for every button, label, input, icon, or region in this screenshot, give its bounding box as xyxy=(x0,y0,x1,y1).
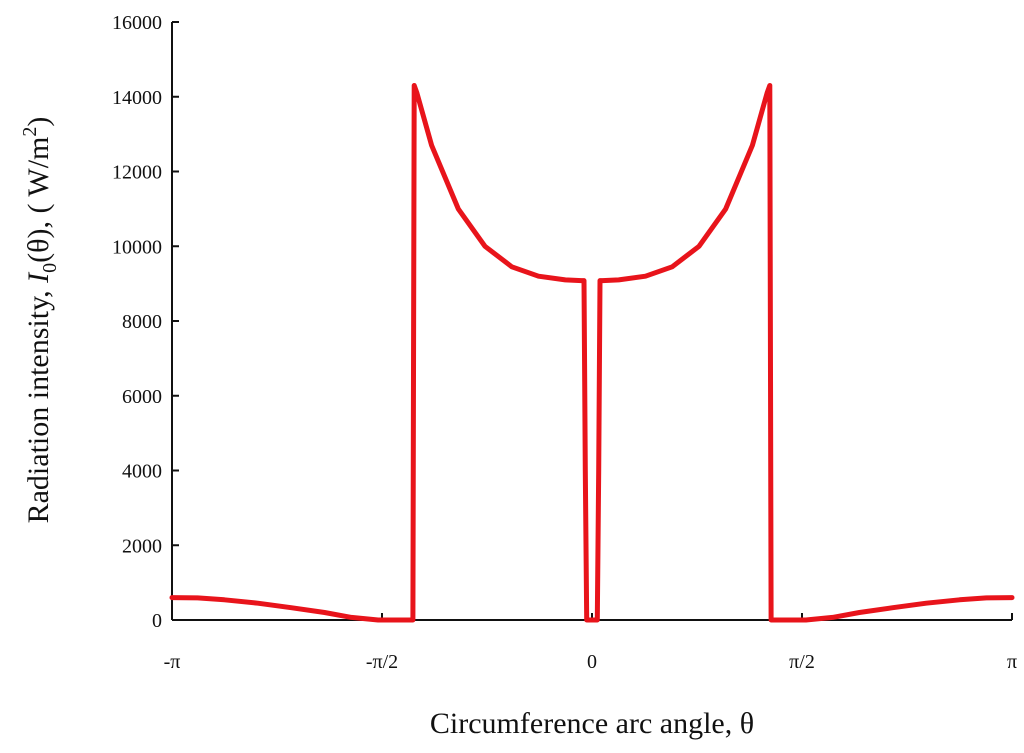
y-tick-label: 4000 xyxy=(122,461,162,483)
y-tick-label: 12000 xyxy=(112,162,162,184)
y-axis-title-superscript: 2 xyxy=(19,127,41,137)
y-axis-title-arg: (θ), ( W/m xyxy=(22,137,55,263)
x-tick-label: π xyxy=(1007,651,1017,673)
series-line xyxy=(169,83,1015,623)
y-tick-label: 14000 xyxy=(112,87,162,109)
y-ticks: 0 2000 4000 6000 8000 10000 12000 14000 16000 xyxy=(112,12,179,632)
plot-frame xyxy=(171,22,1012,621)
series-layer xyxy=(169,83,1015,623)
y-tick-label: 0 xyxy=(152,610,162,632)
y-axis-title-prefix: Radiation intensity, xyxy=(22,283,55,524)
y-axis-title-symbol: I xyxy=(22,271,55,284)
y-axis-title-suffix: ) xyxy=(22,117,55,127)
y-tick-label: 8000 xyxy=(122,311,162,333)
x-axis-title: Circumference arc angle, θ xyxy=(430,707,754,740)
x-tick-label: -π/2 xyxy=(366,651,398,673)
y-tick-label: 6000 xyxy=(122,386,162,408)
y-tick-label: 10000 xyxy=(112,236,162,258)
y-axis-title-subscript: 0 xyxy=(39,263,61,273)
x-ticks: -π -π/2 0 π/2 π xyxy=(164,613,1017,673)
x-tick-label: π/2 xyxy=(789,651,815,673)
x-tick-label: 0 xyxy=(587,651,597,673)
y-tick-label: 2000 xyxy=(122,535,162,557)
y-tick-label: 16000 xyxy=(112,12,162,34)
x-tick-label: -π xyxy=(164,651,181,673)
y-axis-title: Radiation intensity, I0(θ), ( W/m2) xyxy=(19,117,61,524)
